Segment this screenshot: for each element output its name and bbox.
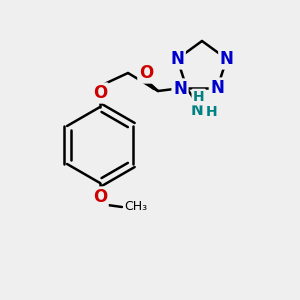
Text: N: N bbox=[173, 80, 187, 98]
Text: O: O bbox=[93, 188, 107, 206]
Text: H: H bbox=[206, 105, 218, 119]
Text: O: O bbox=[93, 84, 107, 102]
Text: N: N bbox=[220, 50, 234, 68]
Text: O: O bbox=[139, 64, 153, 82]
Text: N: N bbox=[170, 50, 184, 68]
Text: H: H bbox=[193, 90, 205, 104]
Text: N: N bbox=[210, 79, 224, 97]
Text: N: N bbox=[190, 103, 203, 118]
Text: CH₃: CH₃ bbox=[124, 200, 148, 214]
